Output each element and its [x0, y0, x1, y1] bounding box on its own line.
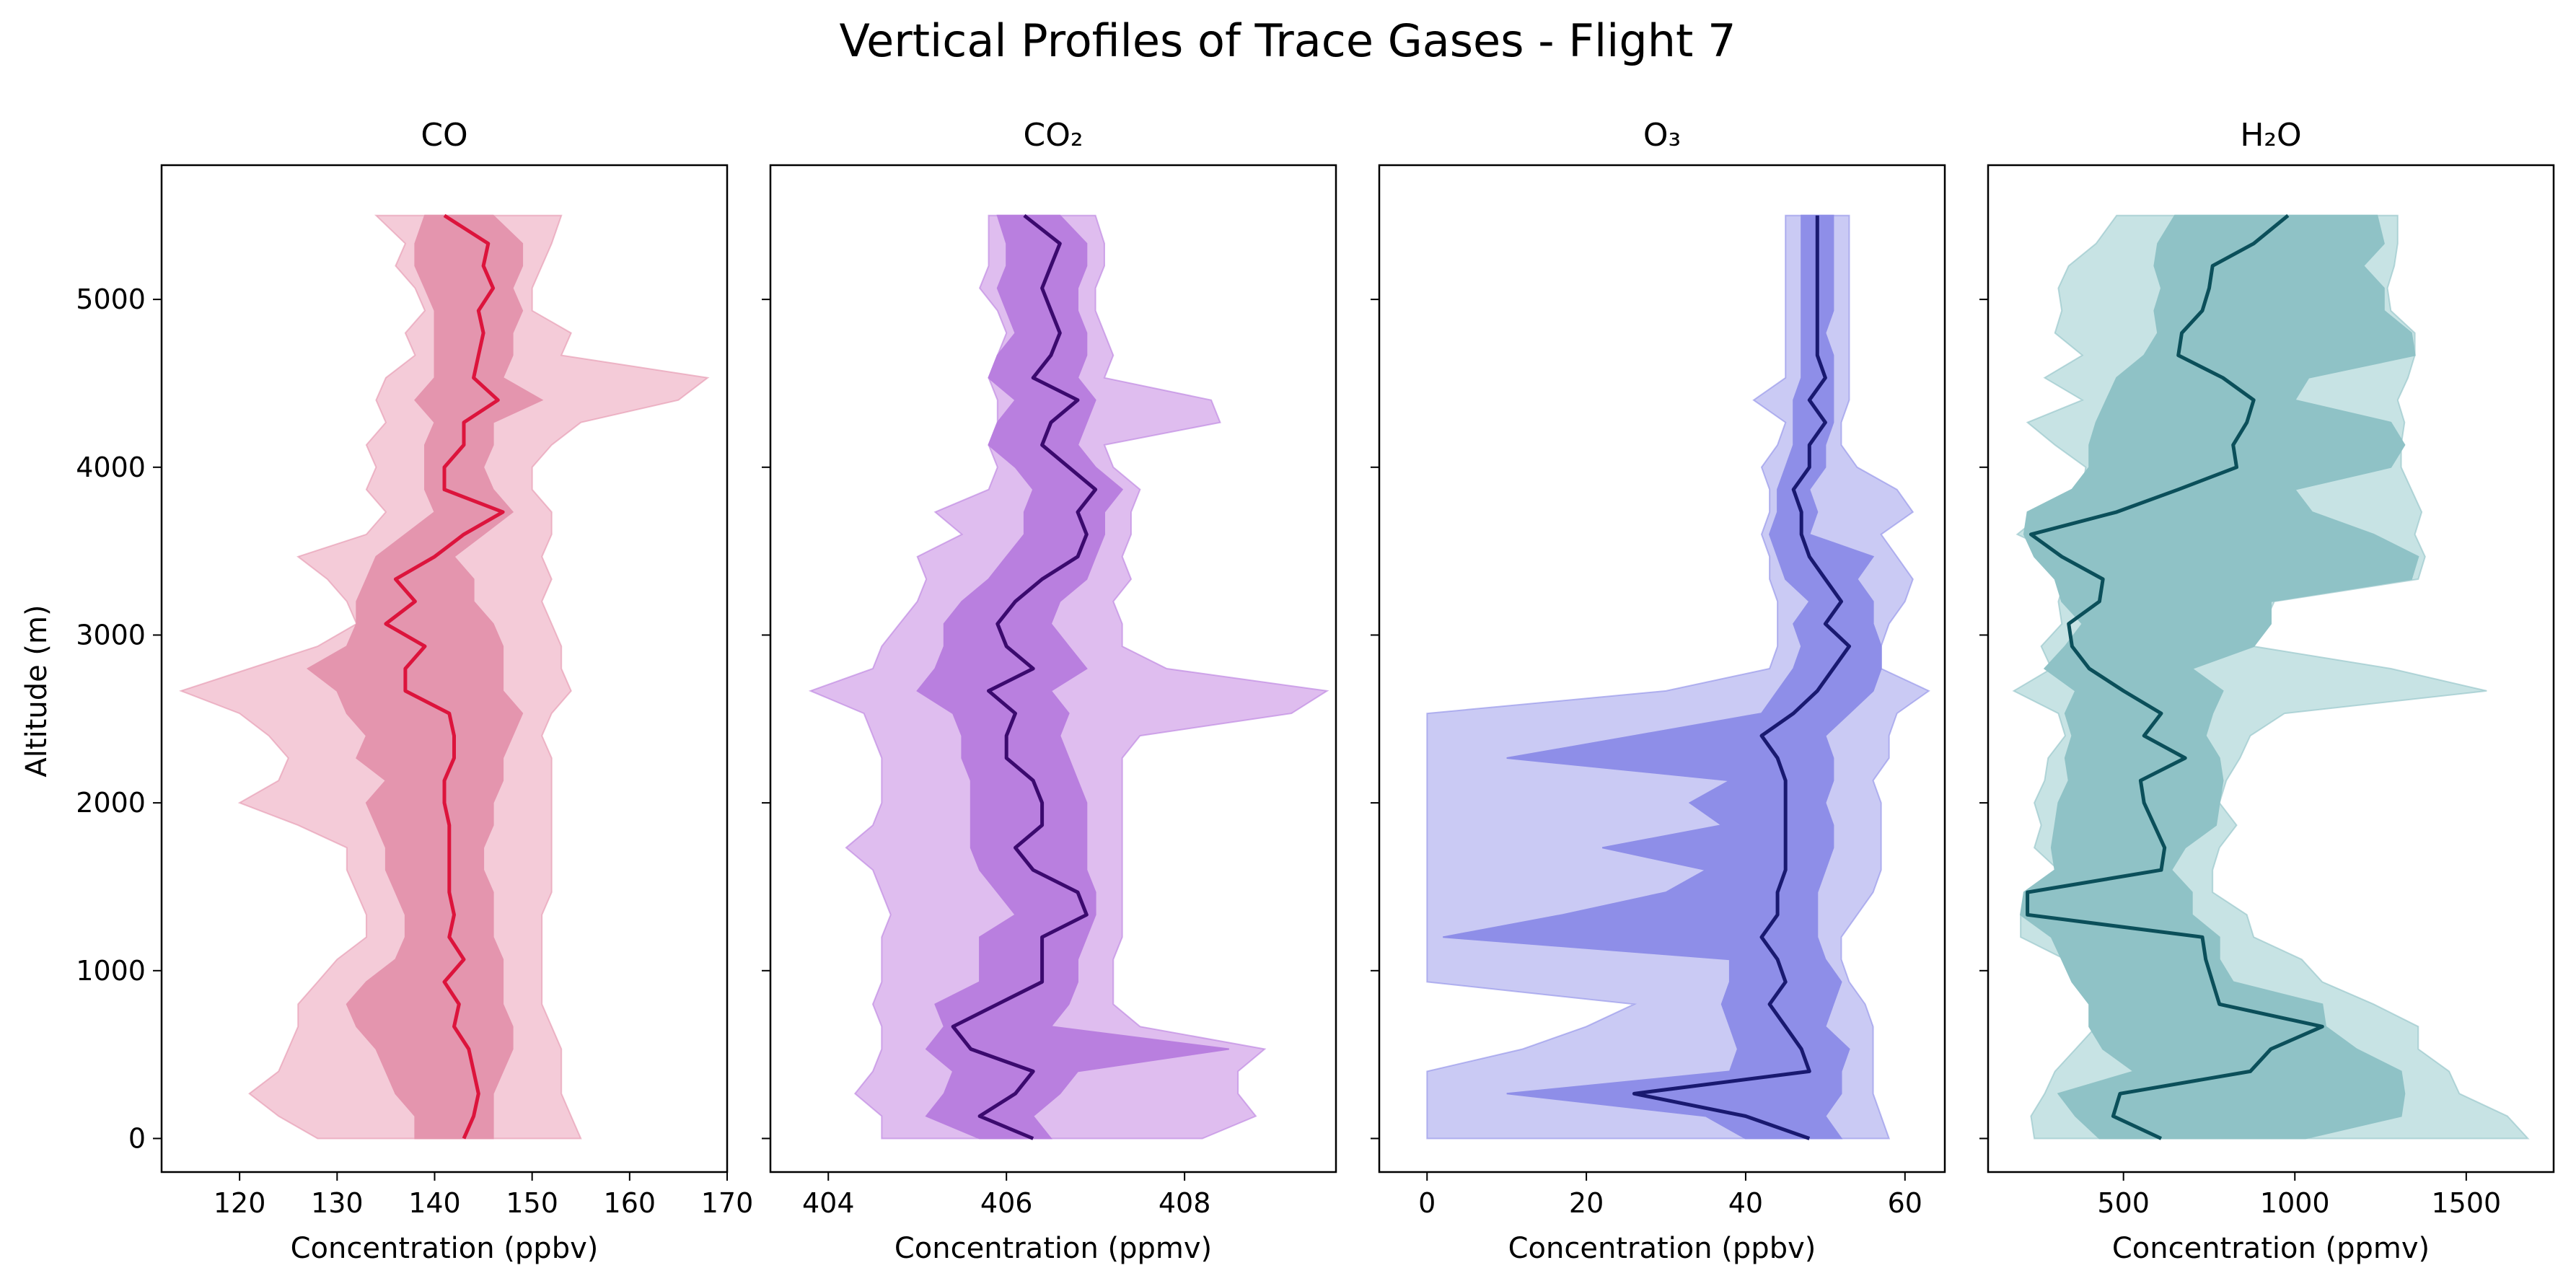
tick-layer: 120 130 140 150 160 170 0 1000 2000 3000 4000 5000: [76, 164, 754, 1219]
y-axis-label: Altitude (m): [20, 604, 53, 777]
tick-layer: 500 1000 1500: [1979, 164, 2555, 1219]
band-layer: [179, 214, 710, 1140]
band-layer: [1426, 214, 1930, 1140]
y-tick-label: 5000: [76, 283, 146, 315]
mean-line-layer: [2026, 213, 2324, 1140]
x-tick-label: 150: [506, 1187, 558, 1219]
x-tick-label: 60: [1888, 1187, 1922, 1219]
x-tick-label: 500: [2097, 1187, 2150, 1219]
mean-profile-line: [951, 213, 1098, 1140]
figure-title: Vertical Profiles of Trace Gases - Fligh…: [839, 14, 1736, 67]
axes-frame: [1987, 164, 2555, 1173]
x-tick-label: 408: [1159, 1187, 1211, 1219]
tick-layer: 404 406 408: [762, 164, 1337, 1219]
mean-line-layer: [1632, 215, 1851, 1140]
x-tick-label: 120: [214, 1187, 266, 1219]
panel-co: 120 130 140 150 160 170010002000300040005000 …: [76, 117, 753, 1265]
x-tick-label: 140: [408, 1187, 461, 1219]
panel-title: CO: [421, 117, 467, 154]
x-tick-label: 406: [980, 1187, 1033, 1219]
mean-line-layer: [384, 213, 505, 1140]
x-tick-label: 404: [802, 1187, 855, 1219]
panel-h2o: 500 1000 1500 H₂O Concentration (ppmv): [1979, 117, 2555, 1265]
x-axis-label: Concentration (ppmv): [894, 1232, 1212, 1265]
inner-range-band: [1443, 214, 1882, 1140]
x-tick-label: 40: [1728, 1187, 1763, 1219]
y-tick-label: 4000: [76, 452, 146, 483]
x-tick-label: 170: [701, 1187, 754, 1219]
x-axis-label: Concentration (ppbv): [1508, 1232, 1816, 1265]
x-axis-label: Concentration (ppbv): [291, 1232, 599, 1265]
panel-title: O₃: [1643, 117, 1681, 154]
x-tick-label: 20: [1569, 1187, 1604, 1219]
x-tick-label: 130: [311, 1187, 364, 1219]
y-tick-label: 2000: [76, 787, 146, 819]
inner-range-band: [916, 214, 1229, 1140]
mean-line-layer: [951, 213, 1098, 1140]
axes-frame: [1378, 164, 1946, 1173]
axes-frame: [160, 164, 729, 1173]
band-layer: [2012, 214, 2530, 1140]
inner-range-band: [2020, 214, 2419, 1140]
y-tick-label: 1000: [76, 955, 146, 987]
x-tick-label: 1000: [2260, 1187, 2330, 1219]
mean-profile-line: [2026, 213, 2324, 1140]
mean-profile-line: [1632, 215, 1851, 1140]
x-axis-label: Concentration (ppmv): [2112, 1232, 2430, 1265]
y-tick-label: 0: [128, 1122, 146, 1154]
axes-frame: [769, 164, 1337, 1173]
x-tick-label: 0: [1418, 1187, 1436, 1219]
y-tick-label: 3000: [76, 619, 146, 651]
mean-profile-line: [384, 213, 505, 1140]
inner-range-band: [306, 214, 544, 1140]
panel-o3: 0 20 40 60 O₃ Concentration (ppbv): [1371, 117, 1946, 1265]
band-layer: [808, 214, 1329, 1140]
panel-co2: 404 406 408 CO₂ Concentration (ppmv): [762, 117, 1337, 1265]
tick-layer: 0 20 40 60: [1371, 164, 1946, 1219]
panel-title: H₂O: [2240, 117, 2301, 154]
panel-title: CO₂: [1024, 117, 1083, 154]
x-tick-label: 1500: [2431, 1187, 2501, 1219]
x-tick-label: 160: [604, 1187, 656, 1219]
